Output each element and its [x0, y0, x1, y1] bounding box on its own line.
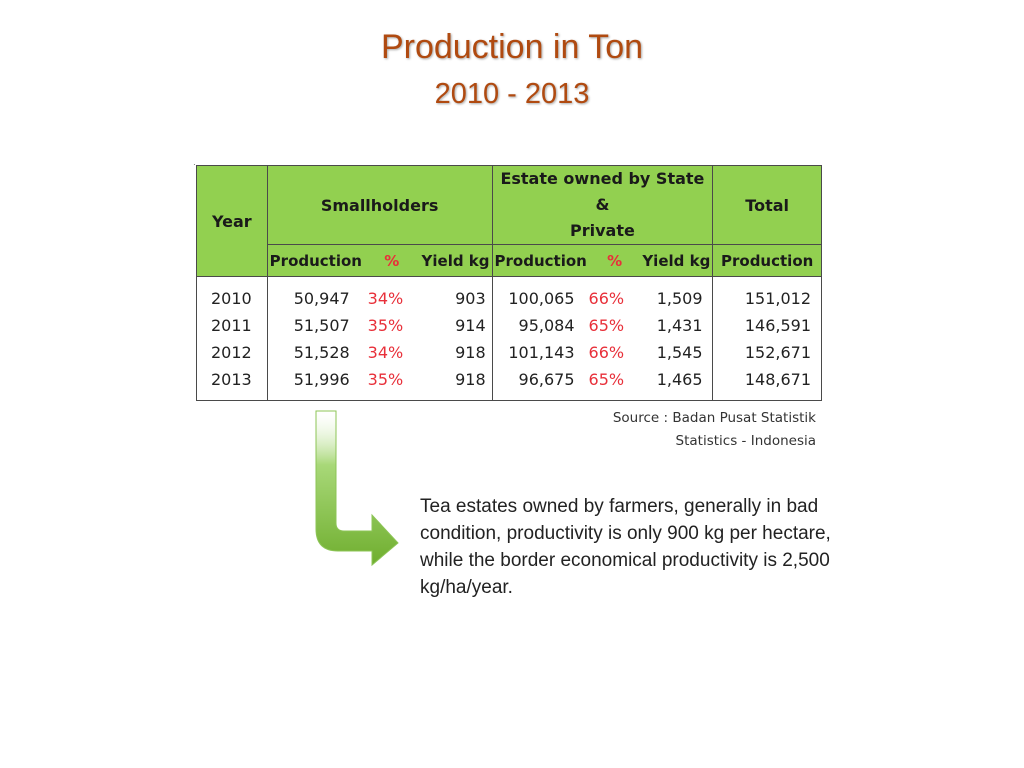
smallholder-production-cell: 51,507 [293, 315, 350, 335]
year-cell: 2010 [211, 288, 252, 308]
header-smallholders: Smallholders [266, 165, 493, 245]
total-cell: 151,012 [744, 288, 811, 308]
smallholder-percent-cell: 34% [367, 342, 404, 362]
header-estate-line1: Estate owned by State & [500, 169, 705, 214]
estate-yield-cell: 1,431 [656, 315, 703, 335]
header-total: Total [712, 165, 822, 245]
subheader-total-production: Production [712, 244, 822, 277]
estate-production-cell: 101,143 [508, 342, 575, 362]
smallholder-yield-cell: 914 [455, 315, 486, 335]
smallholder-production-cell: 51,996 [293, 369, 350, 389]
estate-production-cell: 100,065 [508, 288, 575, 308]
subheader-production: Production [269, 251, 362, 270]
estate-production-cell: 96,675 [518, 369, 575, 389]
smallholder-production-cell: 50,947 [293, 288, 350, 308]
estate-percent-cell: 66% [588, 288, 625, 308]
total-column: 151,012 146,591 152,671 148,671 [712, 276, 822, 401]
production-table: Year Smallholders Estate owned by State … [196, 165, 822, 401]
subheader-yield: Yield kg [642, 251, 711, 270]
source-note: Source : Badan Pusat Statistik Statistic… [560, 407, 816, 453]
smallholder-yield-cell: 918 [455, 342, 486, 362]
subheader-smallholders: Production % Yield kg [266, 244, 493, 277]
estate-percent-cell: 65% [588, 315, 625, 335]
subheader-production: Production [494, 251, 587, 270]
year-cell: 2013 [211, 369, 252, 389]
estate-yield-cell: 1,509 [656, 288, 703, 308]
total-cell: 152,671 [744, 342, 811, 362]
header-estate: Estate owned by State & Private [491, 165, 714, 245]
smallholder-percent-cell: 34% [367, 288, 404, 308]
smallholder-yield-cell: 918 [455, 369, 486, 389]
estate-percent-cell: 66% [588, 342, 625, 362]
smallholder-percent-cell: 35% [367, 369, 404, 389]
subheader-yield: Yield kg [421, 251, 490, 270]
estate-column: 100,065 66% 1,509 95,084 65% 1,431 101,143 66… [491, 276, 714, 401]
total-cell: 148,671 [744, 369, 811, 389]
header-year: Year [196, 165, 268, 277]
estate-yield-cell: 1,545 [656, 342, 703, 362]
slide-title: Production in Ton [380, 28, 644, 66]
subheader-estate: Production % Yield kg [491, 244, 714, 277]
year-column: 2010 2011 2012 2013 [196, 276, 268, 401]
estate-percent-cell: 65% [588, 369, 625, 389]
smallholder-percent-cell: 35% [367, 315, 404, 335]
year-cell: 2011 [211, 315, 252, 335]
slide-subtitle: 2010 - 2013 [434, 78, 590, 110]
subheader-percent: % [607, 251, 623, 270]
estate-yield-cell: 1,465 [656, 369, 703, 389]
header-estate-line2: Private [570, 221, 635, 240]
smallholders-column: 50,947 34% 903 51,507 35% 914 51,528 34% 918 5… [266, 276, 493, 401]
smallholder-yield-cell: 903 [455, 288, 486, 308]
year-cell: 2012 [211, 342, 252, 362]
stray-mark: · [193, 160, 196, 169]
down-right-arrow-icon [315, 410, 399, 567]
smallholder-production-cell: 51,528 [293, 342, 350, 362]
source-line1: Source : Badan Pusat Statistik [612, 410, 816, 426]
estate-production-cell: 95,084 [518, 315, 575, 335]
source-line2: Statistics - Indonesia [675, 433, 816, 449]
note-text: Tea estates owned by farmers, generally … [420, 496, 831, 598]
subheader-percent: % [384, 251, 400, 270]
total-cell: 146,591 [744, 315, 811, 335]
